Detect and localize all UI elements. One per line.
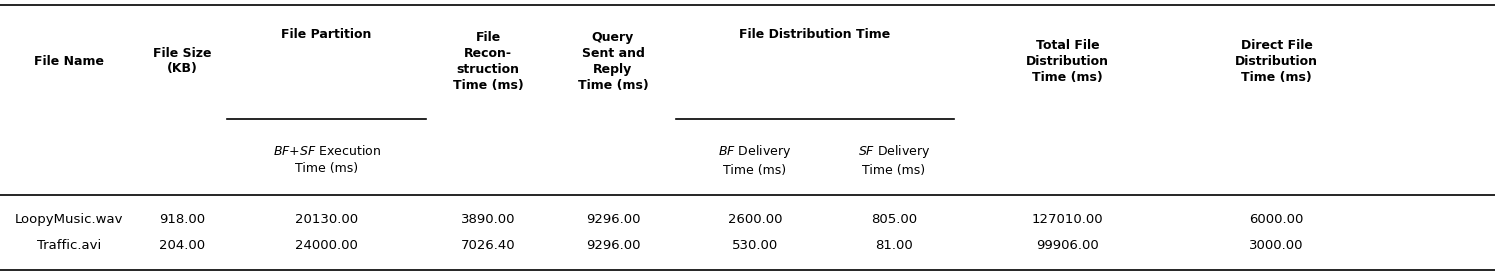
Text: File Distribution Time: File Distribution Time <box>739 28 891 41</box>
Text: 2600.00: 2600.00 <box>728 213 782 226</box>
Text: 6000.00: 6000.00 <box>1250 213 1304 226</box>
Text: File Size
(KB): File Size (KB) <box>152 48 212 75</box>
Text: 3890.00: 3890.00 <box>460 213 516 226</box>
Text: 127010.00: 127010.00 <box>1032 213 1103 226</box>
Text: 3000.00: 3000.00 <box>1250 239 1304 252</box>
Text: 530.00: 530.00 <box>733 239 777 252</box>
Text: 9296.00: 9296.00 <box>586 239 640 252</box>
Text: 81.00: 81.00 <box>875 239 913 252</box>
Text: 20130.00: 20130.00 <box>295 213 359 226</box>
Text: Query
Sent and
Reply
Time (ms): Query Sent and Reply Time (ms) <box>577 31 649 92</box>
Text: File
Recon-
struction
Time (ms): File Recon- struction Time (ms) <box>453 31 523 92</box>
Text: 204.00: 204.00 <box>160 239 205 252</box>
Text: 99906.00: 99906.00 <box>1036 239 1099 252</box>
Text: 805.00: 805.00 <box>872 213 916 226</box>
Text: Traffic.avi: Traffic.avi <box>37 239 100 252</box>
Text: $SF$ Delivery
Time (ms): $SF$ Delivery Time (ms) <box>858 143 930 177</box>
Text: 9296.00: 9296.00 <box>586 213 640 226</box>
Text: 24000.00: 24000.00 <box>295 239 359 252</box>
Text: File Name: File Name <box>34 55 103 68</box>
Text: File Partition: File Partition <box>281 28 372 41</box>
Text: 7026.40: 7026.40 <box>460 239 516 252</box>
Text: LoopyMusic.wav: LoopyMusic.wav <box>15 213 123 226</box>
Text: Direct File
Distribution
Time (ms): Direct File Distribution Time (ms) <box>1235 39 1319 84</box>
Text: 918.00: 918.00 <box>160 213 205 226</box>
Text: $BF$+$SF$ Execution
Time (ms): $BF$+$SF$ Execution Time (ms) <box>272 144 381 175</box>
Text: Total File
Distribution
Time (ms): Total File Distribution Time (ms) <box>1026 39 1109 84</box>
Text: $BF$ Delivery
Time (ms): $BF$ Delivery Time (ms) <box>718 143 792 177</box>
